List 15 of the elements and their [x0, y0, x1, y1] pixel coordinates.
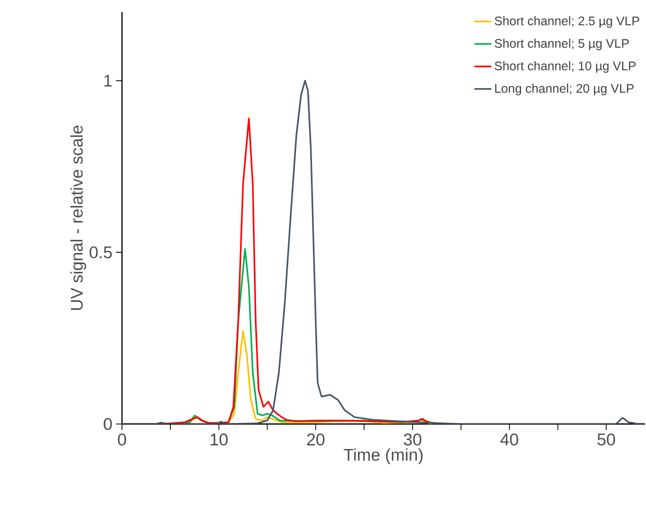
x-axis-title: Time (min) [344, 448, 423, 464]
x-tick-label: 30 [404, 433, 422, 446]
x-tick-label: 50 [598, 433, 616, 446]
legend-label: Long channel; 20 µg VLP [495, 84, 634, 96]
y-tick-label: 0.5 [90, 246, 112, 258]
legend-label: Short channel; 10 µg VLP [494, 61, 636, 73]
x-tick-label: 10 [210, 433, 228, 446]
legend-label: Short channel; 5 µg VLP [494, 38, 629, 50]
x-tick-label: 20 [307, 433, 324, 446]
y-axis-title: UV signal - relative scale [70, 126, 86, 310]
legend-label: Short channel; 2.5 µg VLP [494, 16, 640, 28]
y-tick-label: 1 [104, 74, 112, 86]
y-tick-label: 0 [104, 418, 112, 430]
x-tick-label: 40 [500, 433, 518, 446]
x-tick-label: 0 [118, 433, 126, 446]
